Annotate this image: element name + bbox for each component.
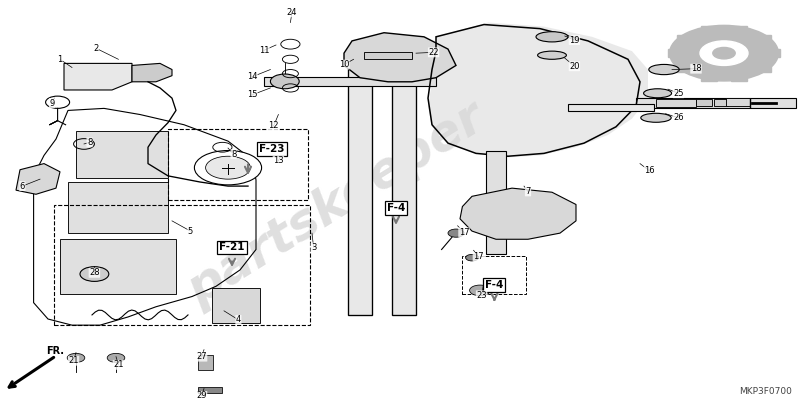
Circle shape <box>67 353 85 362</box>
Text: 2: 2 <box>94 44 98 53</box>
Text: 3: 3 <box>311 243 316 252</box>
Circle shape <box>80 267 109 281</box>
Text: 28: 28 <box>89 268 100 277</box>
Text: 29: 29 <box>196 391 207 400</box>
Text: 20: 20 <box>569 62 580 71</box>
Text: 27: 27 <box>196 352 207 361</box>
Bar <box>755 63 771 72</box>
Text: 19: 19 <box>569 36 580 45</box>
Bar <box>731 72 747 81</box>
Text: 15: 15 <box>246 90 258 99</box>
Circle shape <box>270 74 299 89</box>
Polygon shape <box>16 164 60 194</box>
Polygon shape <box>344 33 456 82</box>
Text: F-4: F-4 <box>486 280 503 290</box>
Ellipse shape <box>538 51 566 59</box>
Text: 17: 17 <box>473 252 484 261</box>
Text: 25: 25 <box>673 89 684 98</box>
Bar <box>392 53 416 315</box>
Polygon shape <box>132 63 172 82</box>
Bar <box>755 35 771 43</box>
Polygon shape <box>460 188 576 239</box>
Circle shape <box>670 25 778 81</box>
Bar <box>212 288 260 323</box>
Text: 24: 24 <box>286 8 298 17</box>
Text: 9: 9 <box>50 99 54 108</box>
Text: 8: 8 <box>231 150 236 159</box>
Text: 21: 21 <box>68 356 79 365</box>
Text: 11: 11 <box>258 46 270 55</box>
Circle shape <box>713 47 735 59</box>
Bar <box>701 26 717 34</box>
Bar <box>264 77 436 86</box>
Bar <box>198 387 222 393</box>
Text: 8: 8 <box>87 138 92 147</box>
Bar <box>714 99 728 106</box>
Text: 6: 6 <box>20 182 25 191</box>
Polygon shape <box>64 63 132 90</box>
Text: 1: 1 <box>58 55 62 64</box>
Bar <box>764 49 780 57</box>
Text: 22: 22 <box>428 48 439 57</box>
Text: partskeeper: partskeeper <box>178 94 494 315</box>
Bar <box>656 99 696 107</box>
Bar <box>677 35 693 43</box>
Bar <box>60 239 176 294</box>
Ellipse shape <box>643 89 671 98</box>
Circle shape <box>466 254 478 261</box>
Bar <box>76 131 168 178</box>
Text: MKP3F0700: MKP3F0700 <box>739 387 792 396</box>
Text: 17: 17 <box>458 228 470 237</box>
Bar <box>726 98 750 106</box>
Text: FR.: FR. <box>46 346 64 356</box>
Ellipse shape <box>641 113 671 122</box>
Bar <box>636 98 796 108</box>
Text: F-21: F-21 <box>219 243 245 252</box>
Text: 12: 12 <box>268 121 279 130</box>
Text: 10: 10 <box>338 60 350 69</box>
Bar <box>568 104 654 111</box>
Ellipse shape <box>649 65 679 75</box>
Circle shape <box>206 156 250 179</box>
Bar <box>486 151 506 254</box>
Bar <box>68 182 168 233</box>
Text: F-23: F-23 <box>259 144 285 154</box>
Circle shape <box>700 41 748 65</box>
Bar <box>677 63 693 72</box>
Text: 14: 14 <box>246 72 258 81</box>
Text: 7: 7 <box>526 187 530 196</box>
Circle shape <box>448 229 464 237</box>
Text: 23: 23 <box>476 291 487 300</box>
Ellipse shape <box>536 32 568 42</box>
Bar <box>701 72 717 81</box>
Text: 5: 5 <box>188 227 193 236</box>
Bar <box>198 355 213 370</box>
Circle shape <box>194 151 262 185</box>
Text: 13: 13 <box>273 156 284 165</box>
Circle shape <box>470 285 490 296</box>
Circle shape <box>107 353 125 362</box>
Text: 26: 26 <box>673 113 684 122</box>
Bar <box>731 26 747 34</box>
Text: 16: 16 <box>644 166 655 175</box>
Text: 18: 18 <box>690 64 702 73</box>
Bar <box>668 49 684 57</box>
Bar <box>364 52 412 59</box>
Bar <box>696 99 712 106</box>
Text: F-4: F-4 <box>387 203 405 213</box>
Bar <box>348 53 372 315</box>
Text: 21: 21 <box>113 360 124 369</box>
Polygon shape <box>428 22 648 157</box>
Text: 4: 4 <box>236 315 241 324</box>
